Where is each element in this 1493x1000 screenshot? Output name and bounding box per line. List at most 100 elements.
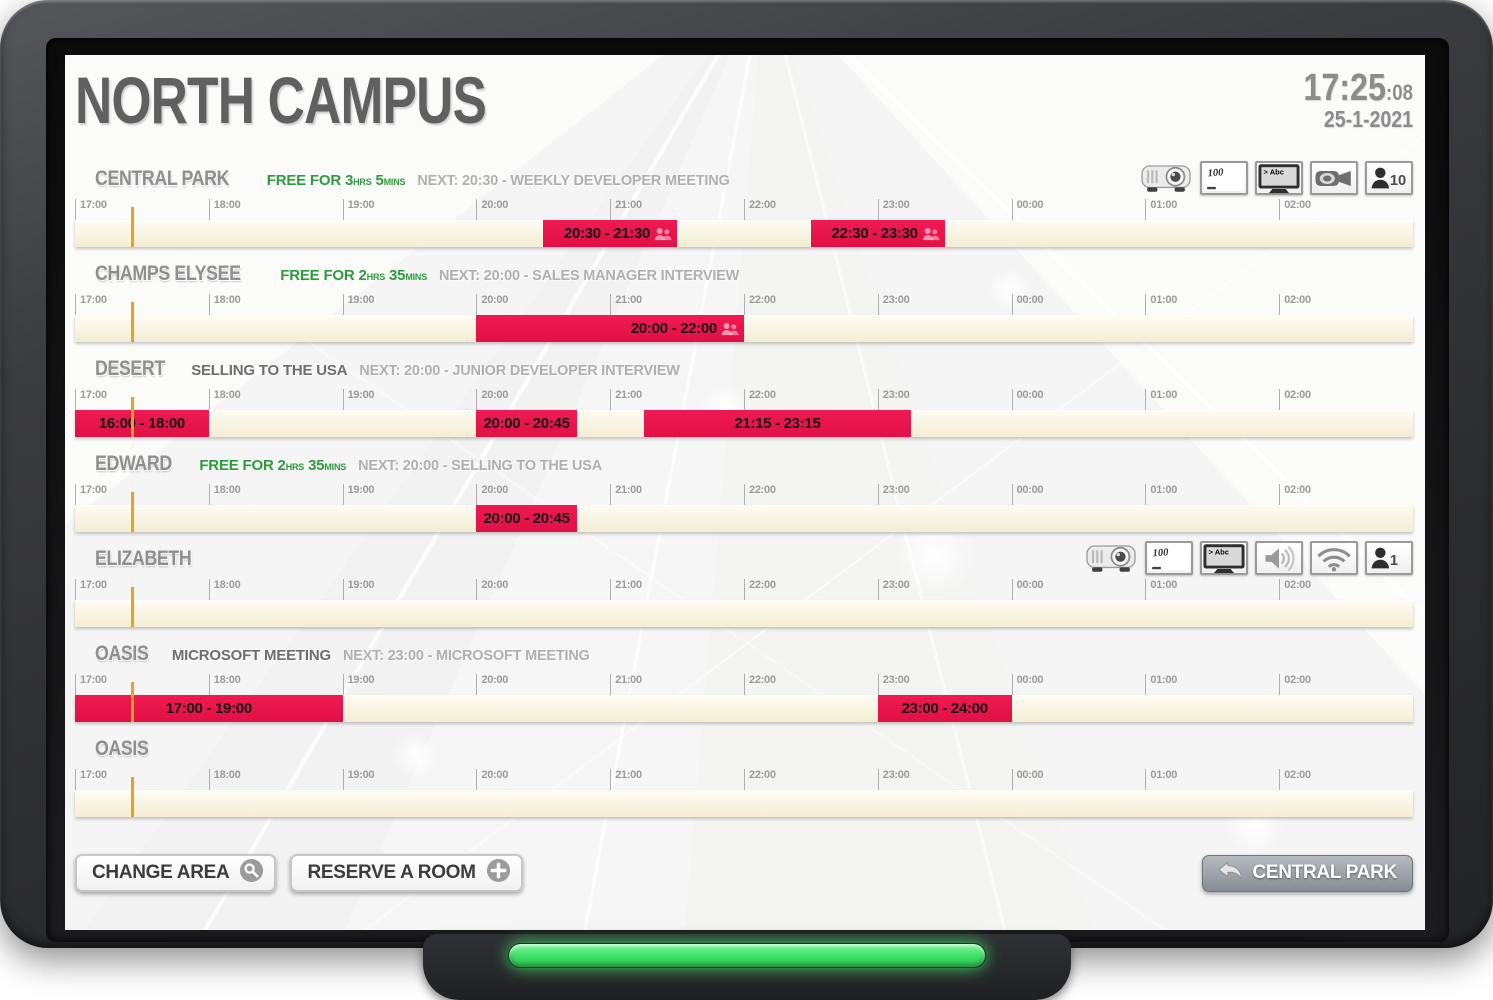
background-art [65, 55, 1425, 930]
svg-text:> Abc: > Abc [1209, 547, 1229, 556]
hour-label: 00:00 [1011, 484, 1044, 505]
room-row: EDWARD FREE FOR 2HRS 35MINS NEXT: 20:00 … [75, 452, 1413, 547]
svg-text:10: 10 [1390, 173, 1406, 189]
room-name[interactable]: CHAMPS ELYSEE [95, 262, 241, 285]
booking-time-label: 16:00 - 18:00 [98, 415, 185, 432]
whiteboard-icon: 100 [1200, 161, 1248, 195]
room-status: MICROSOFT MEETING [171, 647, 331, 664]
hour-label: 20:00 [476, 769, 508, 790]
attendees-icon [719, 321, 741, 336]
hour-label: 23:00 [877, 199, 910, 220]
hour-label: 20:00 [476, 674, 508, 695]
room-timeline-bar: 20:00 - 20:45 [75, 492, 1413, 532]
hour-label: 17:00 [75, 579, 107, 600]
change-area-button[interactable]: CHANGE AREA [75, 854, 277, 892]
room-next-meeting: NEXT: 20:00 - JUNIOR DEVELOPER INTERVIEW [359, 363, 680, 379]
hour-label: 18:00 [208, 484, 241, 505]
hour-label: 00:00 [1011, 579, 1044, 600]
hour-label: 18:00 [208, 674, 241, 695]
hour-label: 21:00 [610, 199, 642, 220]
hour-label: 23:00 [877, 484, 910, 505]
hour-label: 01:00 [1145, 579, 1177, 600]
booking-block[interactable]: 16:00 - 18:00 [75, 410, 209, 437]
room-header: ELIZABETH 100 > Abc 1 [75, 541, 1413, 577]
booking-block[interactable]: 20:00 - 20:45 [476, 410, 577, 437]
reserve-room-button[interactable]: RESERVE A ROOM [290, 854, 523, 892]
change-area-label: CHANGE AREA [92, 862, 230, 883]
hour-label: 22:00 [744, 294, 776, 315]
time-axis: 17:00 18:00 19:00 20:00 21:00 22:00 23:00 00:00… [75, 674, 1413, 695]
hour-label: 19:00 [342, 484, 375, 505]
search-icon [239, 858, 264, 889]
page-title: NORTH CAMPUS [75, 63, 487, 137]
room-name[interactable]: OASIS [95, 737, 149, 760]
attendees-icon [920, 226, 942, 241]
room-status: SELLING TO THE USA [191, 362, 348, 379]
hour-label: 23:00 [877, 769, 910, 790]
hour-label: 23:00 [877, 294, 910, 315]
room-name[interactable]: OASIS [95, 642, 149, 665]
hour-label: 02:00 [1279, 389, 1311, 410]
room-name[interactable]: DESERT [95, 357, 165, 380]
room-name[interactable]: EDWARD [95, 452, 172, 475]
hour-label: 21:00 [610, 484, 642, 505]
room-name[interactable]: ELIZABETH [95, 547, 192, 570]
room-header: OASIS MICROSOFT MEETING NEXT: 23:00 - MI… [75, 642, 1413, 672]
hour-label: 01:00 [1145, 294, 1177, 315]
current-time-indicator [130, 682, 134, 722]
current-time-indicator [130, 207, 134, 247]
back-arrow-icon [1218, 861, 1243, 886]
hour-label: 22:00 [744, 579, 776, 600]
booking-block[interactable]: 20:00 - 22:00 [476, 315, 744, 342]
hour-label: 17:00 [75, 769, 107, 790]
hour-label: 23:00 [877, 389, 910, 410]
booking-block[interactable]: 21:15 - 23:15 [643, 410, 912, 437]
hour-label: 22:00 [744, 674, 776, 695]
booking-block[interactable]: 20:00 - 20:45 [476, 505, 577, 532]
speaker-icon [1255, 541, 1303, 575]
time-axis: 17:00 18:00 19:00 20:00 21:00 22:00 23:00 00:00… [75, 769, 1413, 790]
room-next-meeting: NEXT: 20:00 - SELLING TO THE USA [358, 458, 602, 474]
room-equipment: 100 > Abc 10 [1139, 161, 1413, 195]
hour-label: 18:00 [208, 294, 241, 315]
hour-label: 22:00 [744, 769, 776, 790]
room-status: FREE FOR 3HRS 5MINS [266, 172, 406, 189]
screen: NORTH CAMPUS 17:25:08 25-1-2021 CENTRAL … [65, 55, 1425, 930]
hour-label: 17:00 [75, 674, 107, 695]
booking-block[interactable]: 17:00 - 19:00 [75, 695, 343, 722]
booking-time-label: 20:00 - 20:45 [483, 415, 570, 432]
room-row: ELIZABETH 100 > Abc 1 17:00 18:00 19:00 20:00… [75, 541, 1413, 642]
reserve-room-label: RESERVE A ROOM [307, 862, 476, 883]
time-axis: 17:00 18:00 19:00 20:00 21:00 22:00 23:00 00:00… [75, 484, 1413, 505]
hour-label: 23:00 [877, 579, 910, 600]
current-time-indicator [130, 397, 134, 437]
hour-label: 21:00 [610, 674, 642, 695]
hour-label: 02:00 [1279, 484, 1311, 505]
hour-label: 18:00 [208, 199, 241, 220]
room-header: CHAMPS ELYSEE FREE FOR 2HRS 35MINS NEXT:… [75, 262, 1413, 292]
hour-label: 20:00 [476, 389, 508, 410]
central-park-button[interactable]: CENTRAL PARK [1202, 854, 1413, 892]
hour-label: 17:00 [75, 294, 107, 315]
booking-block[interactable]: 20:30 - 21:30 [543, 220, 678, 247]
clock-date: 25-1-2021 [1323, 106, 1413, 132]
display-icon: > Abc [1200, 541, 1248, 575]
svg-text:1: 1 [1390, 553, 1398, 569]
hour-label: 20:00 [476, 579, 508, 600]
booking-block[interactable]: 22:30 - 23:30 [810, 220, 945, 247]
status-led-bar [507, 943, 986, 968]
hour-label: 19:00 [342, 674, 375, 695]
hour-label: 00:00 [1011, 769, 1044, 790]
hour-label: 23:00 [877, 674, 910, 695]
hour-label: 22:00 [744, 484, 776, 505]
room-name[interactable]: CENTRAL PARK [95, 167, 230, 190]
room-header: EDWARD FREE FOR 2HRS 35MINS NEXT: 20:00 … [75, 452, 1413, 482]
clock-time: 17:25 [1303, 67, 1386, 109]
booking-time-label: 23:00 - 24:00 [901, 700, 988, 717]
hour-label: 18:00 [208, 579, 241, 600]
current-time-indicator [130, 302, 134, 342]
hour-label: 01:00 [1145, 389, 1177, 410]
hour-label: 20:00 [476, 294, 508, 315]
booking-block[interactable]: 23:00 - 24:00 [877, 695, 1012, 722]
capacity-icon: 1 [1365, 541, 1413, 575]
